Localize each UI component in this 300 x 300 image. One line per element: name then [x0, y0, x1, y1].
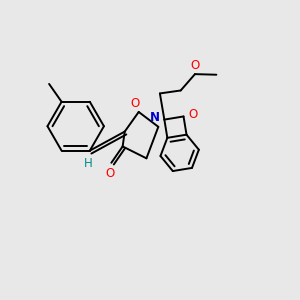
Text: O: O — [130, 97, 140, 110]
Text: N: N — [150, 111, 160, 124]
Text: O: O — [188, 109, 198, 122]
Text: H: H — [84, 157, 93, 170]
Text: O: O — [190, 59, 200, 72]
Text: O: O — [105, 167, 115, 180]
